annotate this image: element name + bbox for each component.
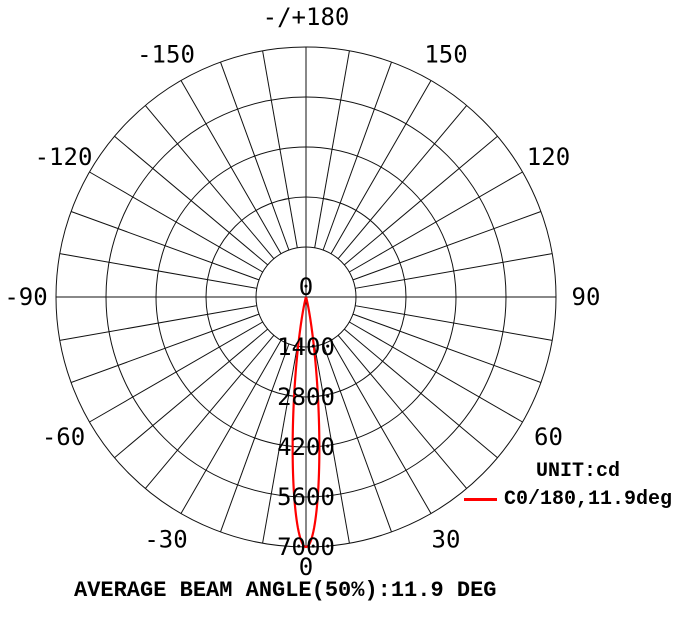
grid-spoke (89, 171, 263, 273)
grid-spoke (355, 253, 553, 289)
grid-spoke (330, 340, 432, 514)
legend-line-swatch (464, 498, 497, 501)
grid-spoke (330, 80, 432, 254)
grid-spoke (70, 211, 260, 281)
grid-spoke (322, 343, 392, 533)
grid-spoke (343, 328, 498, 459)
grid-spoke (220, 61, 290, 251)
angle-label: 0 (299, 553, 313, 581)
grid-spoke (314, 50, 350, 248)
radial-tick-label: 5600 (277, 483, 335, 511)
grid-spoke (59, 253, 257, 289)
angle-label: -90 (4, 283, 47, 311)
beam-curves (291, 296, 321, 549)
angle-label: 90 (572, 283, 601, 311)
unit-label: UNIT:cd (536, 460, 621, 483)
grid-spoke (337, 334, 468, 489)
grid-spoke (114, 328, 269, 459)
angle-label: -120 (35, 143, 93, 171)
grid-spoke (355, 305, 553, 341)
grid-spoke (349, 171, 523, 273)
angle-label: -60 (42, 423, 85, 451)
grid-spoke (314, 346, 350, 544)
grid-spoke (337, 105, 468, 260)
legend-series-label: C0/180,11.9deg (504, 488, 673, 511)
radial-tick-label: 2800 (277, 383, 335, 411)
grid-spoke (343, 135, 498, 266)
grid-spoke (262, 346, 298, 544)
radial-tick-label: 7000 (277, 533, 335, 561)
grid-spoke (114, 135, 269, 266)
grid-spoke (352, 313, 542, 383)
grid-spoke (59, 305, 257, 341)
axis-labels: 0 30 60 90 120 150 -/+180 -30 -60 -90 -120 -150 0 140… (4, 3, 600, 581)
angle-label: -30 (144, 525, 187, 553)
grid-spoke (262, 50, 298, 248)
grid-spoke (89, 321, 263, 423)
radial-tick-label: 4200 (277, 433, 335, 461)
grid-spoke (70, 313, 260, 383)
radial-tick-label: 0 (299, 273, 313, 301)
grid-spoke (180, 80, 282, 254)
angle-label: -150 (137, 41, 195, 69)
grid-spoke (144, 105, 275, 260)
grid-spoke (220, 343, 290, 533)
radial-tick-label: 1400 (277, 333, 335, 361)
beam-curve (291, 296, 321, 549)
angle-label: 150 (424, 41, 467, 69)
grid-spoke (349, 321, 523, 423)
grid-spoke (322, 61, 392, 251)
beam-angle-caption: AVERAGE BEAM ANGLE(50%):11.9 DEG (74, 578, 497, 603)
grid-spoke (144, 334, 275, 489)
grid-spoke (180, 340, 282, 514)
angle-label: 60 (534, 423, 563, 451)
polar-grid (55, 46, 557, 548)
angle-label: -/+180 (263, 3, 350, 31)
legend: C0/180,11.9deg (464, 488, 672, 511)
angle-label: 30 (432, 525, 461, 553)
angle-label: 120 (527, 143, 570, 171)
grid-spoke (352, 211, 542, 281)
